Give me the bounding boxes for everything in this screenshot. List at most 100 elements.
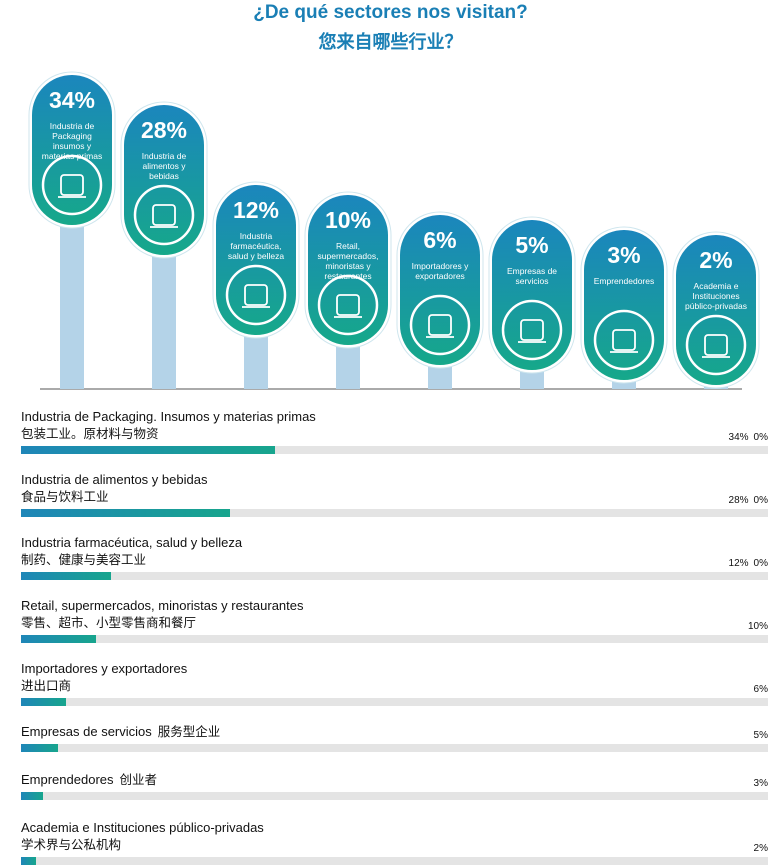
row-label: Industria farmacéutica, salud y belleza 制…	[21, 534, 768, 569]
progress-row: Industria de Packaging. Insumos y materi…	[21, 408, 768, 454]
value-labels: 10%	[743, 621, 768, 632]
row-label: Emprendedores 创业者	[21, 771, 768, 789]
bar	[21, 698, 66, 706]
value-label: 6%	[753, 684, 768, 695]
value-labels: 34% 0%	[724, 432, 768, 443]
pin-icon	[336, 294, 360, 316]
value-label: 3%	[753, 778, 768, 789]
bar-track	[21, 446, 768, 454]
pin	[28, 71, 116, 389]
bar	[21, 446, 275, 454]
pin-icon	[428, 314, 452, 336]
pin-value-label: 5%	[515, 232, 549, 258]
category-label: Industria de Packaging. Insumos y materi…	[21, 409, 316, 424]
bar-track	[21, 792, 768, 800]
value-label: 10%	[747, 621, 768, 632]
pin-icon	[612, 329, 636, 351]
pin-icon-ring	[501, 299, 563, 361]
pin-category-label: Industria de alimentos y bebidas	[141, 151, 187, 181]
pin-icon	[520, 319, 544, 341]
category-label: Industria de alimentos y bebidas	[21, 472, 208, 487]
value-labels: 6%	[749, 684, 768, 695]
pin-body	[400, 215, 480, 365]
pin-icon-ring	[41, 154, 103, 216]
row-label: Empresas de servicios 服务型企业	[21, 723, 768, 741]
pin-value-label: 28%	[140, 117, 188, 143]
category-label: Industria farmacéutica, salud y belleza	[21, 535, 243, 550]
progress-row: Retail, supermercados, minoristas y rest…	[21, 597, 768, 643]
pin-icon-ring	[133, 184, 195, 246]
category-label-zh: 进出口商	[21, 679, 72, 693]
progress-row: Academia e Instituciones público-privada…	[21, 819, 768, 865]
pin-body	[216, 185, 296, 335]
pin-category-label: Industria farmacéutica, salud y belleza	[227, 231, 285, 261]
pin-category-label: Empresas de servicios	[506, 266, 558, 286]
pin-value-label: 2%	[699, 247, 733, 273]
pin-category-label: Academia e Instituciones público-privada…	[685, 281, 747, 311]
pin-icon-ring	[593, 309, 655, 371]
pin-body	[492, 220, 572, 370]
category-label-zh: 零售、超市、小型零售商和餐厅	[21, 616, 197, 630]
category-label: Retail, supermercados, minoristas y rest…	[21, 598, 304, 613]
row-label: Industria de Packaging. Insumos y materi…	[21, 408, 768, 443]
pin-value-label: 3%	[607, 242, 641, 268]
bar	[21, 744, 59, 752]
bar	[21, 635, 96, 643]
secondary-label: 0%	[753, 495, 768, 506]
progress-row: Industria farmacéutica, salud y belleza 制…	[21, 534, 768, 580]
pin-chart	[28, 71, 760, 390]
bar-track	[21, 509, 768, 517]
pin-body	[676, 235, 756, 385]
pin-value-label: 34%	[48, 87, 96, 113]
value-label: 28%	[728, 495, 749, 506]
pin-icon	[704, 334, 728, 356]
value-labels: 3%	[749, 778, 768, 789]
pin	[212, 181, 300, 389]
pin-category-label: Industria de Packaging insumos y materia…	[41, 121, 103, 161]
bar-track	[21, 744, 768, 752]
value-labels: 28% 0%	[724, 495, 768, 506]
value-label: 34%	[728, 432, 749, 443]
title: ¿De qué sectores nos visitan?	[253, 2, 528, 23]
category-label-zh: 创业者	[119, 773, 158, 787]
subtitle: 您来自哪些行业？	[318, 32, 463, 52]
pin-icon-ring	[317, 274, 379, 336]
pin-value-label: 10%	[324, 207, 372, 233]
pin-category-label: Emprendedores	[593, 276, 655, 286]
category-label: Emprendedores	[21, 772, 114, 787]
pin	[672, 231, 760, 389]
pin-icon-ring	[409, 294, 471, 356]
bar	[21, 792, 44, 800]
value-labels: 12% 0%	[724, 558, 768, 569]
category-label-zh: 服务型企业	[157, 725, 221, 739]
pin-icon-ring	[225, 264, 287, 326]
pin-icon	[244, 284, 268, 306]
pin-body	[308, 195, 388, 345]
pin-stem	[60, 220, 84, 389]
bar	[21, 857, 36, 865]
bar-track	[21, 857, 768, 865]
progress-row: Importadores y exportadores 进出口商 6%	[21, 660, 768, 706]
bar-track	[21, 635, 768, 643]
category-label-zh: 学术界与公私机构	[21, 838, 122, 852]
pin-body	[32, 75, 112, 225]
row-label: Importadores y exportadores 进出口商	[21, 660, 768, 695]
bar-track	[21, 698, 768, 706]
pin-stem	[244, 330, 268, 389]
category-label: Empresas de servicios	[21, 724, 152, 739]
bar	[21, 572, 111, 580]
pin	[580, 226, 668, 389]
pin	[304, 191, 392, 389]
secondary-label: 0%	[753, 432, 768, 443]
pin-icon	[152, 204, 176, 226]
secondary-label: 0%	[753, 558, 768, 569]
pin-stem	[152, 250, 176, 389]
infographic: ¿De qué sectores nos visitan? 您来自哪些行业？ 3…	[21, 2, 768, 865]
value-labels: 5%	[749, 730, 768, 741]
progress-row: Empresas de servicios 服务型企业 5%	[21, 723, 768, 752]
pin-body	[584, 230, 664, 380]
progress-row: Industria de alimentos y bebidas 食品与饮料工业 2…	[21, 471, 768, 517]
pin-icon-ring	[685, 314, 747, 376]
bar-track	[21, 572, 768, 580]
bar	[21, 509, 231, 517]
